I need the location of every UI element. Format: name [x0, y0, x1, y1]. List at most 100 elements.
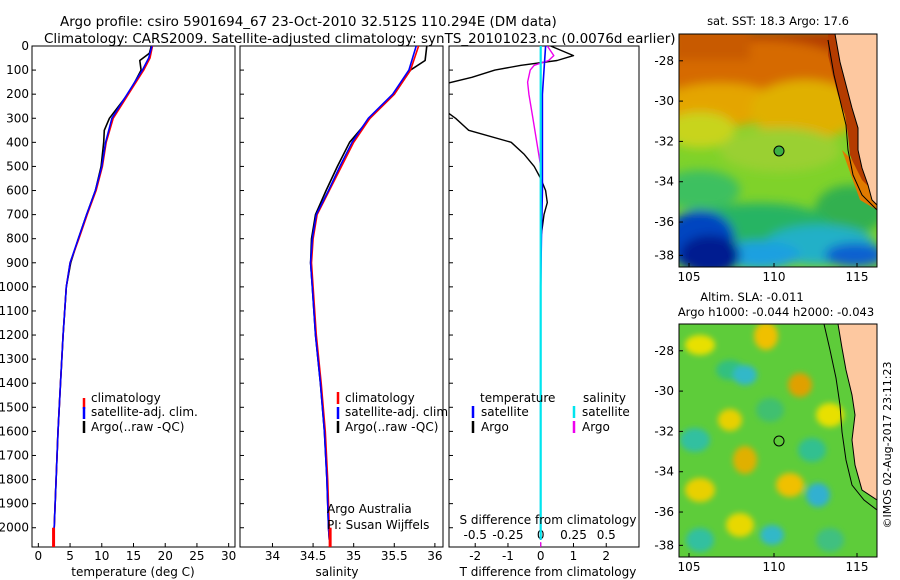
sla-map-title-1: Altim. SLA: -0.011	[700, 290, 804, 304]
x-tick-label: 2	[602, 549, 610, 563]
s-tick-label: 0.5	[597, 528, 616, 542]
credit-stamp: ©IMOS 02-Aug-2017 23:11:23	[881, 362, 894, 529]
y-tick-label: 200	[6, 87, 29, 101]
sla-map-frame	[678, 323, 878, 558]
x-tick-label: 20	[158, 549, 173, 563]
sst-map-title: sat. SST: 18.3 Argo: 17.6	[707, 14, 849, 28]
difference-x-label-t: T difference from climatology	[459, 565, 637, 579]
legend-label-s-argo: Argo	[582, 420, 610, 434]
lat-tick-label: -34	[654, 175, 674, 189]
lon-tick-label: 115	[846, 270, 869, 284]
lon-tick-label: 115	[846, 560, 869, 574]
x-tick-label: 5	[66, 549, 74, 563]
lat-tick-label: -36	[654, 215, 674, 229]
legend-title-temperature: temperature	[480, 391, 555, 405]
x-tick-label: 25	[189, 549, 204, 563]
y-tick-label: 0	[21, 39, 29, 53]
y-tick-label: 1500	[0, 400, 29, 414]
y-tick-label: 1000	[0, 280, 29, 294]
salinity-series	[309, 46, 428, 547]
y-tick-label: 1900	[0, 497, 29, 511]
difference-x-label-s: S difference from climatology	[460, 513, 637, 527]
temperature-x-ticks: 0 5 10 15 20 25 30	[35, 543, 236, 563]
y-tick-label: 1300	[0, 352, 29, 366]
legend-label-t-satellite: satellite	[481, 405, 529, 419]
legend-label-climatology: climatology	[91, 391, 161, 405]
legend-label-s-satellite: satellite	[582, 405, 630, 419]
legend-title-salinity: salinity	[583, 391, 626, 405]
temperature-axes-box	[31, 45, 236, 548]
y-tick-label: 1800	[0, 473, 29, 487]
lat-tick-label: -30	[654, 94, 674, 108]
s-tick-label: -0.25	[492, 528, 523, 542]
sst-map: sat. SST: 18.3 Argo: 17.6	[654, 14, 878, 284]
temperature-series	[52, 46, 154, 547]
y-tick-label: 400	[6, 135, 29, 149]
temperature-legend: climatology satellite-adj. clim. Argo(..…	[82, 391, 198, 434]
difference-legend: temperature satellite Argo salinity sate…	[471, 391, 630, 434]
temperature-satellite-line	[52, 46, 153, 540]
salinity-x-ticks: 34 34.5 35 35.5 36	[265, 543, 443, 563]
salinity-legend: climatology satellite-adj. clim. Argo(..…	[336, 391, 452, 434]
salinity-y-ticks	[240, 45, 244, 529]
y-tick-label: 1100	[0, 304, 29, 318]
legend-label-satellite: satellite-adj. clim.	[91, 405, 198, 419]
legend-label-t-argo: Argo	[481, 420, 509, 434]
x-tick-label: 10	[94, 549, 109, 563]
salinity-x-label: salinity	[315, 565, 358, 579]
salinity-satellite-line	[309, 46, 417, 540]
sla-map-field	[679, 324, 877, 557]
sst-argo-marker	[773, 145, 785, 157]
y-tick-label: 600	[6, 184, 29, 198]
x-tick-label: 0	[35, 549, 43, 563]
legend-label-argo: Argo(..raw -QC)	[91, 420, 184, 434]
lat-tick-label: -38	[654, 248, 674, 262]
y-tick-label: 800	[6, 232, 29, 246]
lat-tick-label: -32	[654, 134, 674, 148]
lon-tick-label: 110	[763, 270, 786, 284]
sst-map-frame	[678, 33, 878, 268]
lat-tick-label: -34	[654, 465, 674, 479]
lat-tick-label: -28	[654, 54, 674, 68]
annotation-pi: PI: Susan Wijffels	[327, 518, 429, 532]
lat-tick-label: -38	[654, 538, 674, 552]
y-tick-label: 900	[6, 256, 29, 270]
x-tick-label: 35	[346, 549, 361, 563]
sla-map-title-2: Argo h1000: -0.044 h2000: -0.043	[678, 305, 874, 319]
lon-tick-label: 105	[678, 270, 701, 284]
y-tick-label: 300	[6, 111, 29, 125]
y-tick-label: 1400	[0, 376, 29, 390]
y-tick-label: 700	[6, 208, 29, 222]
temperature-y-ticks: 0 100 200 300 400 500 600 700 800 900 1000 1100 1200…	[0, 39, 36, 535]
sla-map-ticks: -28 -30 -32 -34 -36 -38 105 110 115	[654, 344, 868, 574]
x-tick-label: 34.5	[300, 549, 327, 563]
lat-tick-label: -36	[654, 505, 674, 519]
x-tick-label: 34	[265, 549, 280, 563]
lat-tick-label: -32	[654, 424, 674, 438]
x-tick-label: 15	[126, 549, 141, 563]
lat-tick-label: -28	[654, 344, 674, 358]
s-tick-label: -0.5	[463, 528, 486, 542]
salinity-panel: 34 34.5 35 35.5 36 salinity climatology sate…	[239, 45, 452, 579]
y-tick-label: 1200	[0, 328, 29, 342]
sst-map-field	[679, 34, 877, 267]
lon-tick-label: 105	[678, 560, 701, 574]
salinity-axes-box	[239, 45, 444, 548]
header-line-2: Climatology: CARS2009. Satellite-adjuste…	[44, 31, 676, 47]
x-tick-label: 1	[570, 549, 578, 563]
difference-series	[449, 46, 575, 547]
lat-tick-label: -30	[654, 384, 674, 398]
legend-label-satellite: satellite-adj. clim.	[345, 405, 452, 419]
x-tick-label: -1	[502, 549, 514, 563]
y-tick-label: 100	[6, 63, 29, 77]
y-tick-label: 500	[6, 159, 29, 173]
sla-argo-marker	[773, 435, 785, 447]
x-tick-label: -2	[469, 549, 481, 563]
lon-tick-label: 110	[763, 560, 786, 574]
x-tick-label: 30	[221, 549, 236, 563]
annotation-institution: Argo Australia	[327, 502, 412, 516]
s-tick-label: 0.25	[560, 528, 587, 542]
y-tick-label: 1600	[0, 424, 29, 438]
